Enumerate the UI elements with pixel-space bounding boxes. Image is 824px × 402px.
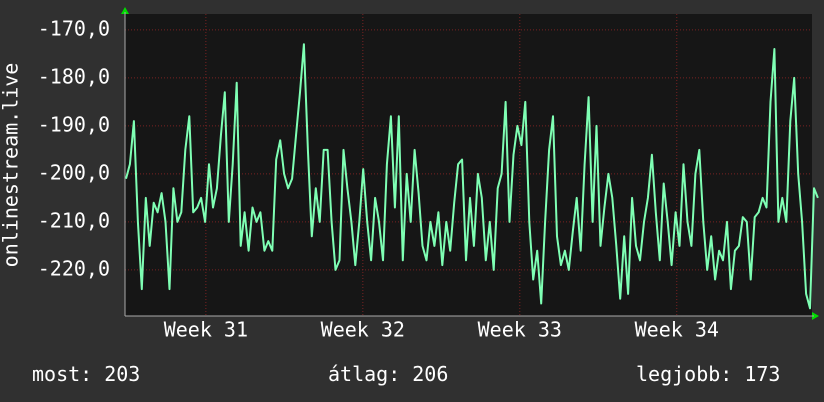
axis-arrow	[121, 7, 129, 14]
stat-value: 173	[744, 362, 780, 386]
stat-value: 206	[412, 362, 448, 386]
plot-area	[125, 14, 812, 316]
y-tick-label: -200,0	[38, 160, 110, 184]
x-tick-label: Week 33	[478, 318, 562, 342]
stat: most: 203	[32, 362, 140, 386]
stat-label: legjobb:	[636, 362, 732, 386]
axis-arrow	[812, 312, 819, 320]
data-line	[125, 43, 819, 310]
stat: legjobb: 173	[636, 362, 780, 386]
stat-label: átlag:	[328, 362, 400, 386]
y-tick-label: -190,0	[38, 112, 110, 136]
y-tick-label: -220,0	[38, 256, 110, 280]
x-tick-label: Week 31	[164, 318, 248, 342]
y-tick-label: -170,0	[38, 16, 110, 40]
stat-label: most:	[32, 362, 92, 386]
stat-value: 203	[104, 362, 140, 386]
y-tick-label: -210,0	[38, 208, 110, 232]
y-tick-label: -180,0	[38, 64, 110, 88]
y-axis-label: onlinestream.live	[0, 63, 23, 268]
x-tick-label: Week 34	[635, 318, 719, 342]
x-tick-label: Week 32	[321, 318, 405, 342]
stat: átlag: 206	[328, 362, 448, 386]
